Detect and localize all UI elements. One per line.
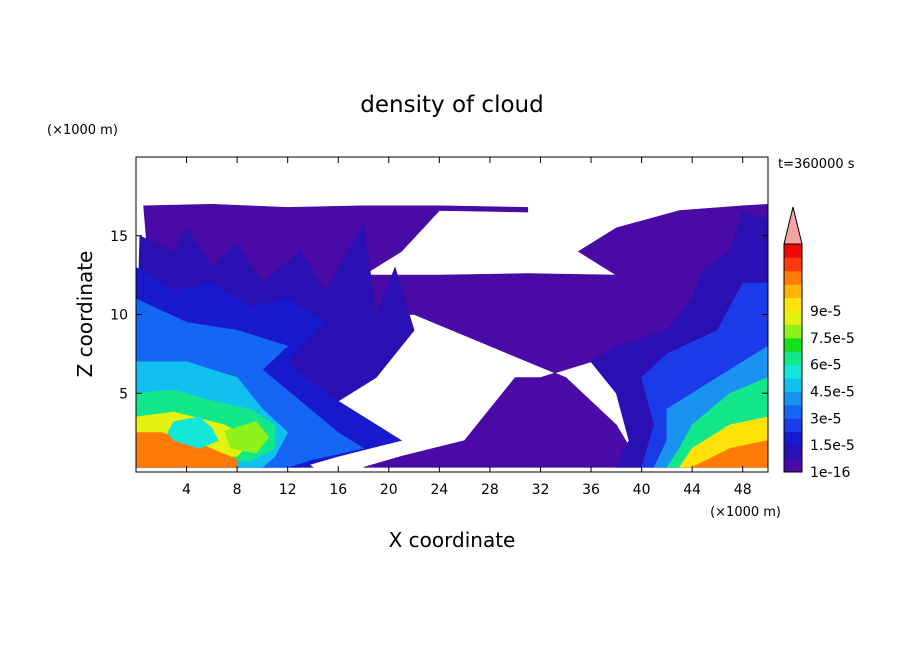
x-tick-label: 32 <box>532 482 550 498</box>
colorbar-label: 1e-16 <box>810 465 850 481</box>
colorbar-swatch <box>784 404 802 419</box>
colorbar-swatch <box>784 431 802 446</box>
colorbar-swatch <box>784 337 802 352</box>
x-tick-label: 48 <box>734 482 752 498</box>
x-unit-label: (×1000 m) <box>710 505 781 520</box>
x-tick-label: 28 <box>481 482 499 498</box>
colorbar-swatch <box>784 418 802 433</box>
x-tick-label: 8 <box>233 482 242 498</box>
colorbar-swatch <box>784 244 802 258</box>
x-axis-title: X coordinate <box>389 528 516 552</box>
colorbar-swatch <box>784 257 802 272</box>
y-tick-label: 15 <box>110 229 128 245</box>
y-tick-label: 5 <box>119 386 128 402</box>
colorbar-label: 9e-5 <box>810 304 841 320</box>
colorbar-label: 3e-5 <box>810 411 841 427</box>
x-axis: 4 8 12 16 20 24 28 32 36 40 44 48 <box>182 157 752 498</box>
time-label: t=360000 s <box>778 157 855 172</box>
colorbar-swatch <box>784 378 802 392</box>
contour-fill-layer <box>135 203 769 468</box>
colorbar-swatch <box>784 270 802 285</box>
x-tick-label: 16 <box>329 482 347 498</box>
colorbar-swatch <box>784 284 802 299</box>
x-tick-label: 36 <box>582 482 600 498</box>
x-tick-label: 24 <box>430 482 448 498</box>
chart-title: density of cloud <box>360 92 543 118</box>
x-tick-label: 4 <box>182 482 191 498</box>
colorbar-swatch <box>784 445 802 459</box>
contour-region-15 <box>224 421 270 454</box>
colorbar-label: 4.5e-5 <box>810 385 855 401</box>
plot-area <box>135 156 769 473</box>
contour-region-14 <box>167 416 219 449</box>
colorbar-swatch <box>784 364 802 379</box>
y-axis: 5 10 15 <box>110 229 768 402</box>
colorbar-over-triangle <box>783 206 803 245</box>
colorbar-label: 7.5e-5 <box>810 331 855 347</box>
colorbar-swatch <box>784 458 802 473</box>
colorbar-swatch <box>784 311 802 325</box>
colorbar: 9e-5 7.5e-5 6e-5 4.5e-5 3e-5 1.5e-5 1e-16 <box>783 206 855 481</box>
x-tick-label: 20 <box>380 482 398 498</box>
colorbar-label: 1.5e-5 <box>810 438 855 454</box>
x-tick-label: 44 <box>683 482 701 498</box>
y-unit-label: (×1000 m) <box>47 123 118 138</box>
colorbar-swatch <box>784 391 802 406</box>
x-tick-label: 12 <box>279 482 297 498</box>
x-tick-label: 40 <box>633 482 651 498</box>
colorbar-swatch <box>784 297 802 312</box>
colorbar-swatch <box>784 351 802 366</box>
colorbar-frame <box>783 243 803 473</box>
y-axis-title: Z coordinate <box>73 251 97 378</box>
colorbar-swatch <box>784 324 802 339</box>
colorbar-label: 6e-5 <box>810 358 841 374</box>
y-tick-label: 10 <box>110 308 128 324</box>
